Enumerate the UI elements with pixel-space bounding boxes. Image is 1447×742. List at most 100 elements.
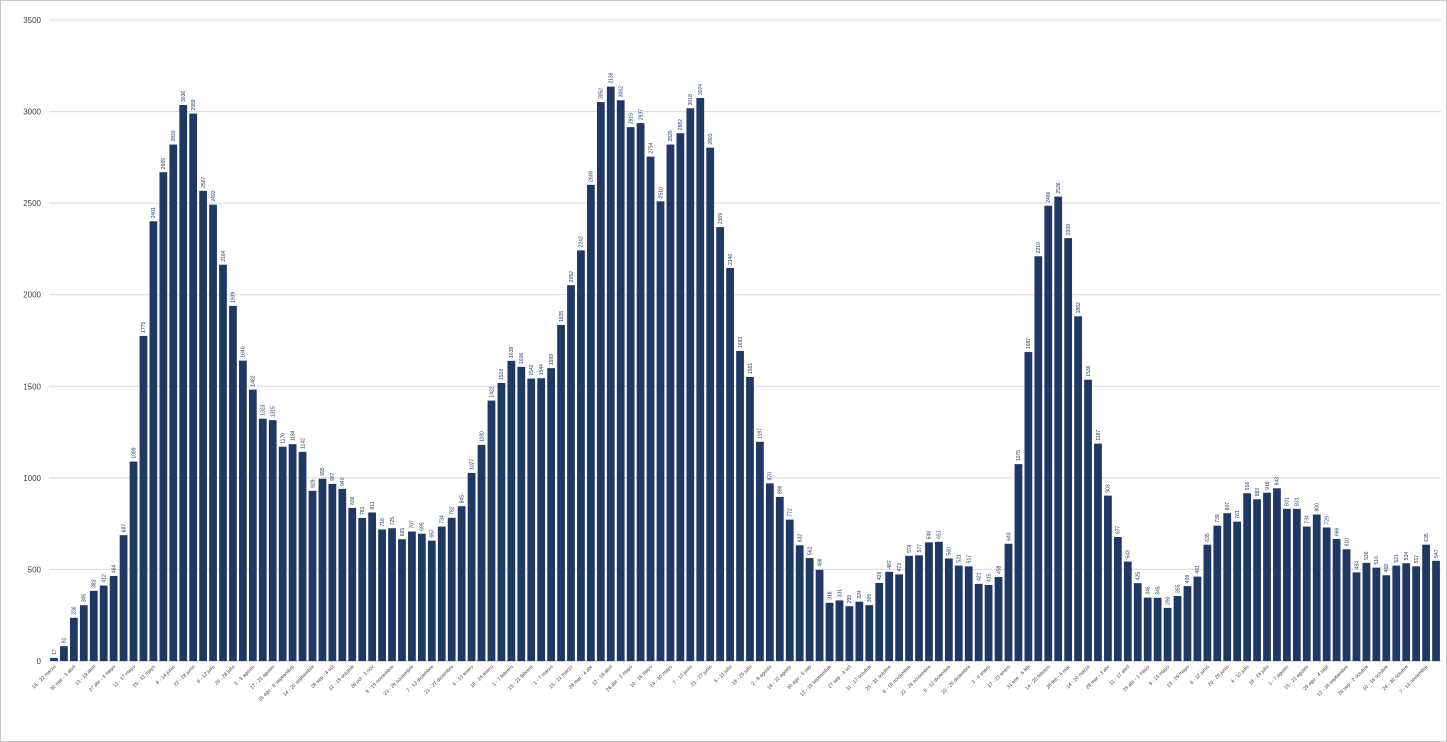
data-label: 2510 [658,187,664,198]
data-label: 2309 [1066,224,1072,235]
bar [935,541,943,661]
bar [298,451,307,661]
bar [477,444,486,661]
bar [1342,549,1351,661]
bar [1193,576,1202,661]
data-label: 943 [1275,477,1281,486]
bar [1322,527,1331,661]
data-label: 415 [986,573,992,582]
data-label: 635 [1424,533,1430,542]
data-label: 635 [1205,533,1211,542]
data-label: 883 [1255,488,1261,497]
data-label: 346 [1145,586,1151,595]
bar [507,360,516,661]
bar [219,264,227,661]
bar [915,555,923,661]
data-label: 3036 [181,91,187,102]
bar [835,600,844,661]
data-label: 1027 [469,459,475,470]
data-label: 1518 [499,369,505,380]
bar [199,190,207,661]
bar [149,221,158,661]
data-label: 2669 [161,158,167,169]
bar [706,147,715,661]
bar [736,350,744,661]
bar [239,360,247,661]
data-label: 409 [1185,575,1191,584]
data-label: 1640 [241,346,247,357]
bar [944,558,953,661]
x-tick-label: 21 - 27 junio [690,664,714,688]
data-label: 3018 [688,94,694,105]
data-label: 1323 [261,404,267,415]
bar [885,571,894,661]
bars [50,86,1440,662]
data-label: 459 [996,565,1002,574]
bar [89,590,98,661]
bar [1213,525,1222,661]
data-label: 919 [1265,481,1271,490]
data-label: 845 [459,495,465,504]
bar [567,285,575,661]
bar [527,378,536,661]
data-label: 305 [867,594,873,603]
data-label: 2820 [171,130,177,141]
data-label: 331 [837,589,843,598]
bar [159,172,168,661]
bar [1372,567,1381,661]
data-label: 577 [917,544,923,553]
bar [905,555,913,661]
bar [408,531,416,661]
data-label: 536 [1364,551,1370,560]
bar [1163,607,1172,661]
bar [358,517,367,661]
data-label: 940 [340,477,346,486]
bar [1064,238,1073,661]
bar [1263,492,1271,661]
bar [756,441,764,661]
bar [1203,544,1212,661]
bar [746,376,754,661]
data-label: 345 [1155,586,1161,595]
bar [248,389,257,661]
bar [129,461,138,661]
data-label: 1075 [1016,450,1022,461]
data-label: 1170 [280,433,286,444]
data-label: 2210 [1036,242,1042,253]
bar [1302,526,1311,661]
data-label: 2567 [201,177,207,188]
bar [169,144,178,662]
bar [596,102,605,662]
data-label: 2989 [191,99,197,110]
data-label: 1142 [300,438,306,449]
bar [666,144,675,662]
bar [587,184,595,661]
y-tick-label: 3000 [23,108,41,117]
bar [109,576,118,661]
data-label: 473 [897,563,903,572]
data-label: 782 [449,506,455,515]
bar [964,566,973,661]
data-label: 510 [1374,556,1380,565]
bar [1233,521,1242,661]
bar [50,657,58,661]
data-label: 534 [1404,552,1410,561]
bar [656,201,665,661]
data-label: 2052 [569,271,575,282]
bar [139,335,148,661]
y-tick-label: 3500 [23,16,41,25]
data-label: 687 [121,524,127,533]
bar [427,540,436,661]
data-label: 426 [877,571,883,580]
bar [1253,499,1261,661]
data-label: 729 [1324,516,1330,525]
data-label: 3052 [599,88,605,99]
bar [278,446,287,661]
bar [1113,537,1122,661]
bar [1153,597,1162,661]
data-label: 1551 [748,363,754,374]
data-label: 739 [1215,514,1221,523]
data-label: 2754 [648,142,654,153]
